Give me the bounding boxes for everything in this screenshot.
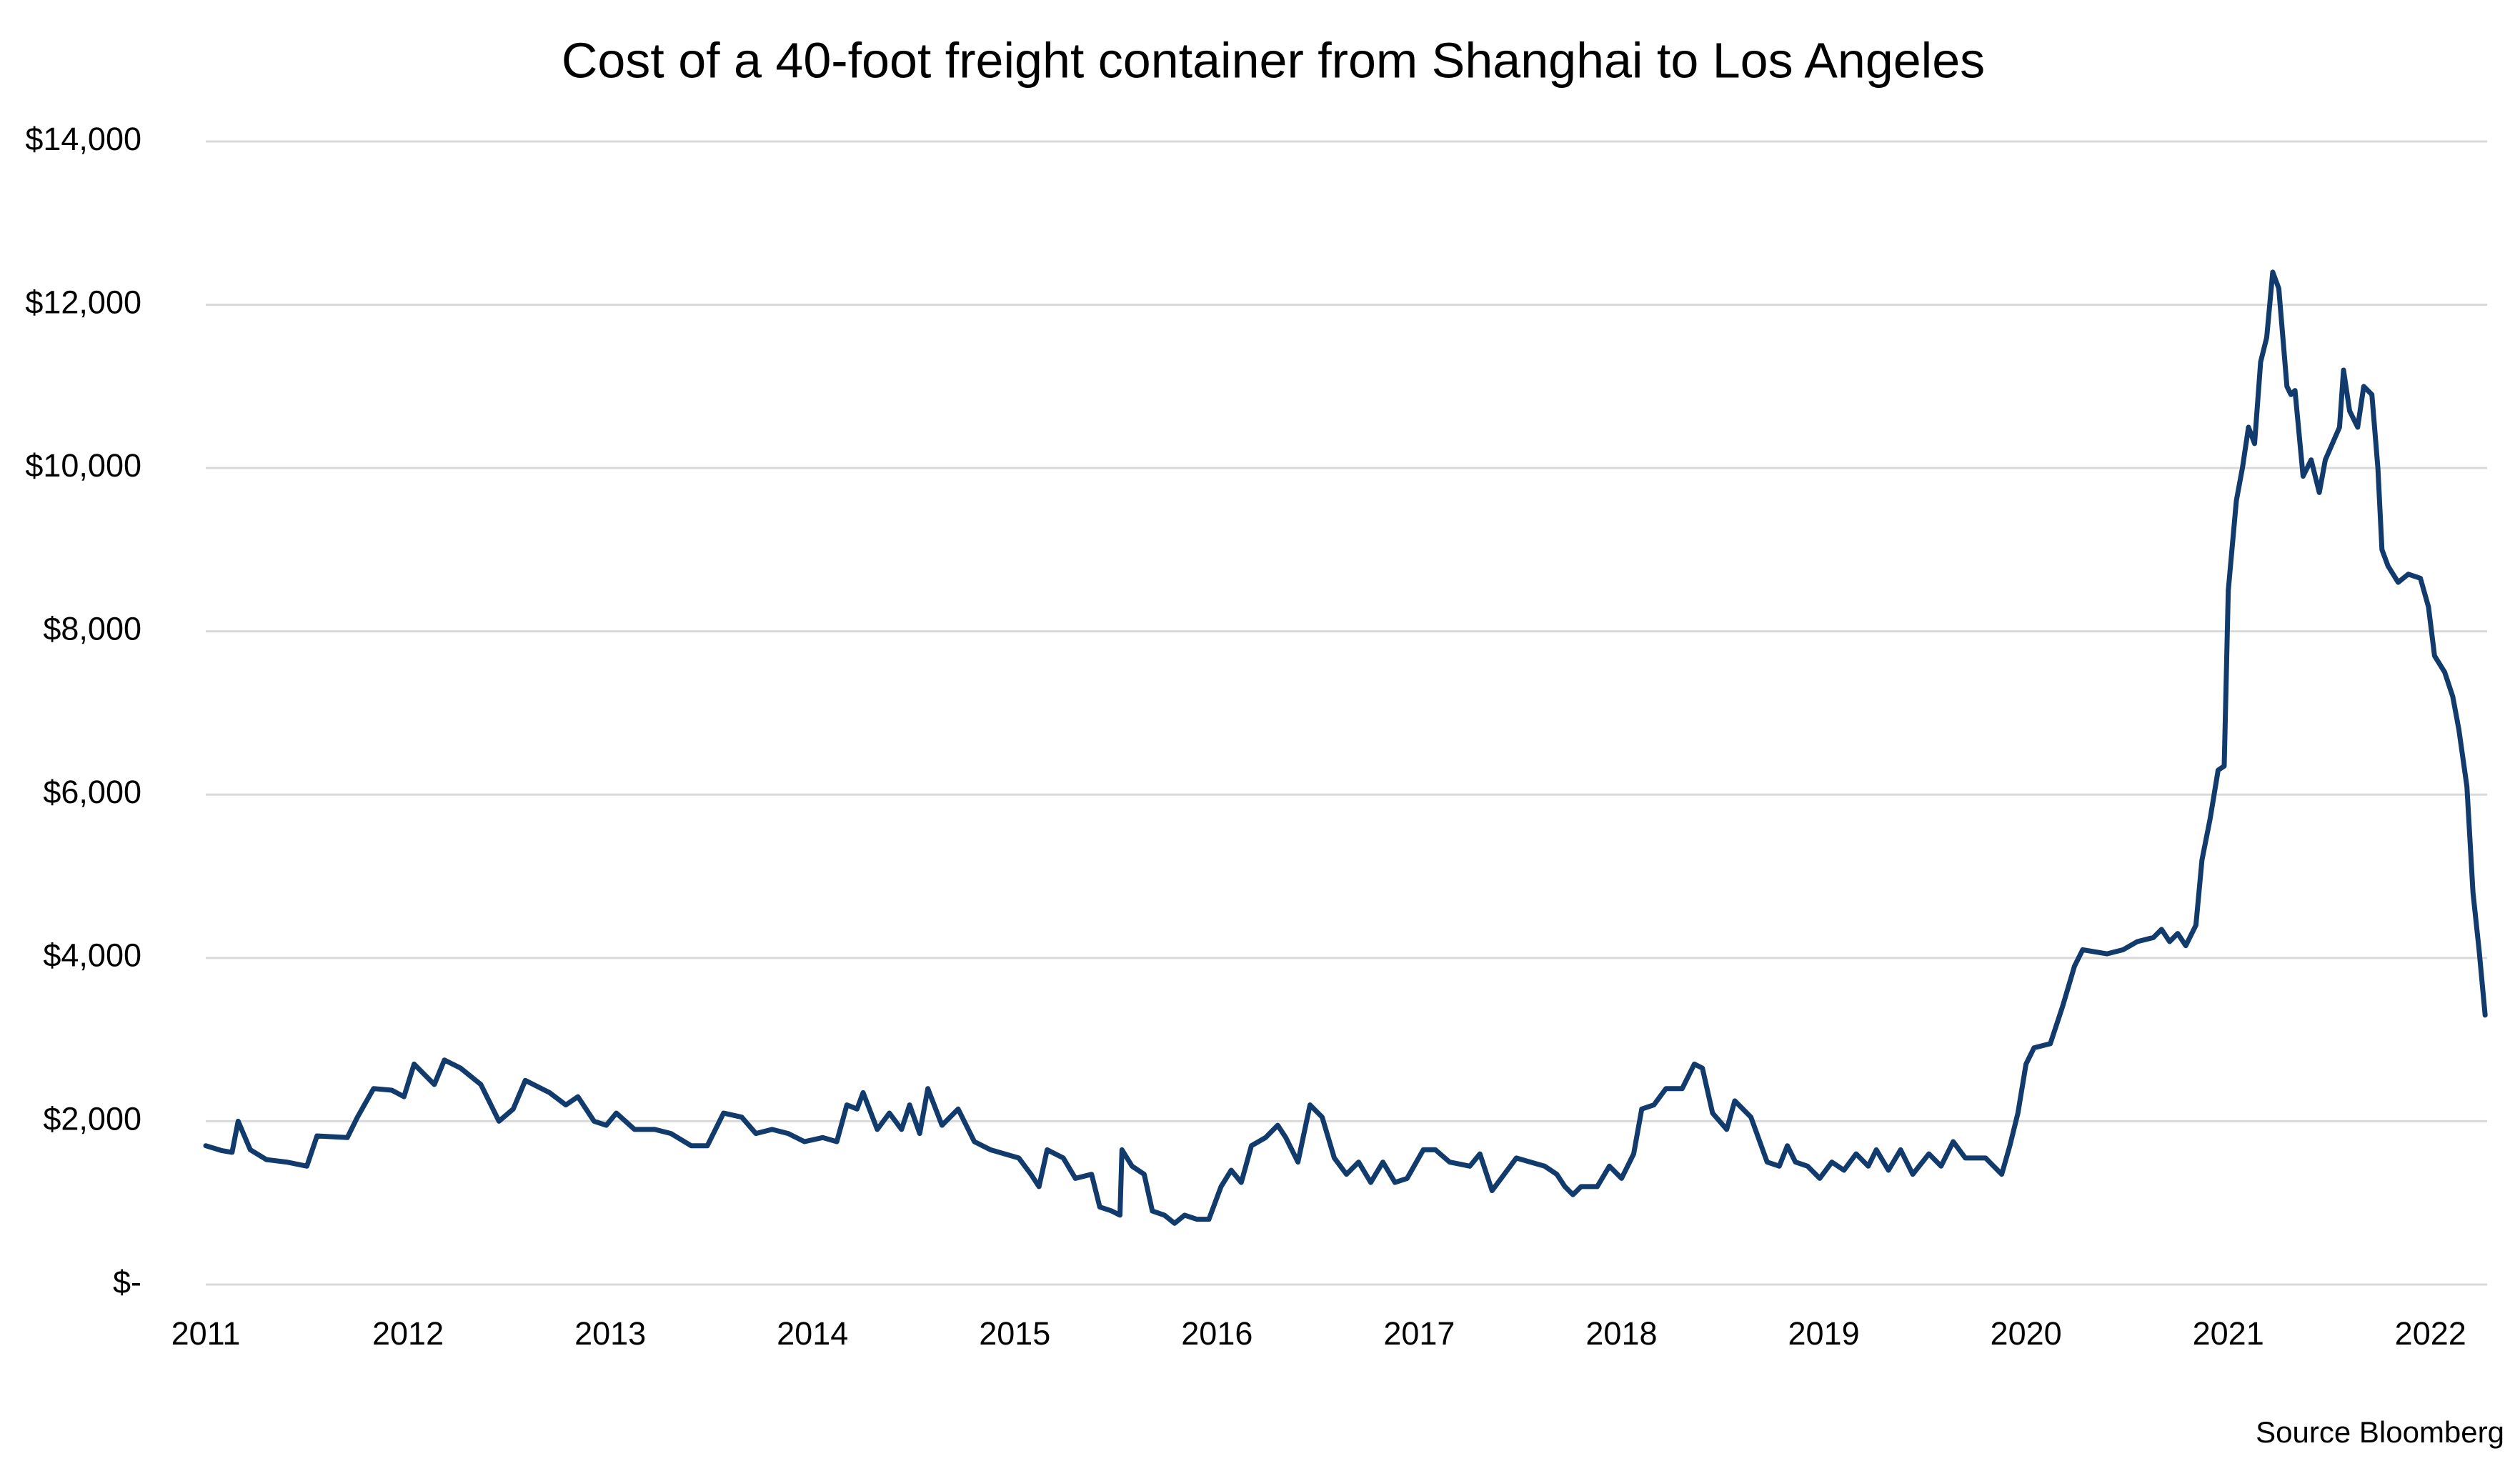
y-tick-label: $14,000 xyxy=(25,121,141,157)
source-note: Source Bloomberg xyxy=(2256,1415,2504,1449)
y-tick-label: $10,000 xyxy=(25,447,141,484)
y-tick-label: $2,000 xyxy=(43,1100,141,1137)
x-tick-label: 2019 xyxy=(1788,1315,1859,1352)
x-tick-label: 2011 xyxy=(171,1315,241,1352)
x-tick-label: 2016 xyxy=(1181,1315,1252,1352)
x-tick-label: 2017 xyxy=(1383,1315,1455,1352)
x-tick-label: 2020 xyxy=(1991,1315,2062,1352)
y-tick-label: $6,000 xyxy=(43,774,141,810)
y-tick-label: $12,000 xyxy=(25,284,141,320)
x-tick-label: 2022 xyxy=(2395,1315,2466,1352)
y-tick-label: $- xyxy=(113,1264,141,1300)
y-tick-label: $4,000 xyxy=(43,937,141,974)
x-tick-label: 2018 xyxy=(1585,1315,1657,1352)
x-tick-label: 2012 xyxy=(372,1315,444,1352)
x-tick-label: 2015 xyxy=(979,1315,1050,1352)
chart-title: Cost of a 40-foot freight container from… xyxy=(562,32,1985,88)
x-tick-label: 2013 xyxy=(574,1315,646,1352)
data-line xyxy=(203,269,2488,1226)
y-tick-label: $8,000 xyxy=(43,611,141,647)
x-tick-label: 2021 xyxy=(2193,1315,2264,1352)
x-tick-label: 2014 xyxy=(777,1315,848,1352)
